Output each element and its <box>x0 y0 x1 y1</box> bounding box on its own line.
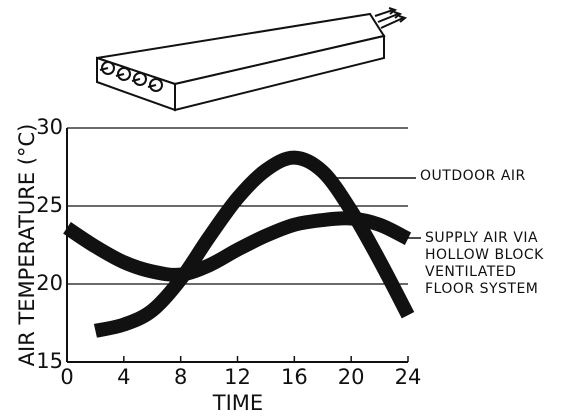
y-axis-label: AIR TEMPERATURE (°C) <box>15 124 39 367</box>
x-tick-label: 20 <box>338 365 365 389</box>
x-tick-label: 4 <box>117 365 130 389</box>
hollow-block-illustration <box>97 8 405 110</box>
series-label: OUTDOOR AIR <box>420 168 560 185</box>
x-tick-label: 12 <box>224 365 251 389</box>
y-tick-label: 30 <box>36 115 63 139</box>
chart: AIR TEMPERATURE (°C) TIME 15 20 25 30 0 4 8 12 1… <box>0 0 561 416</box>
series-label: SUPPLY AIR VIA HOLLOW BLOCK VENTILATED F… <box>425 230 560 298</box>
page: AIR TEMPERATURE (°C) TIME 15 20 25 30 0 4 8 12 1… <box>0 0 561 416</box>
x-axis-label: TIME <box>212 391 263 415</box>
x-tick-label: 24 <box>395 365 422 389</box>
y-tick-label: 25 <box>36 193 63 217</box>
x-tick-label: 8 <box>174 365 187 389</box>
x-tick-label: 16 <box>281 365 308 389</box>
x-tick-label: 0 <box>60 365 73 389</box>
y-tick-label: 20 <box>36 271 63 295</box>
y-tick-label: 15 <box>36 349 63 373</box>
